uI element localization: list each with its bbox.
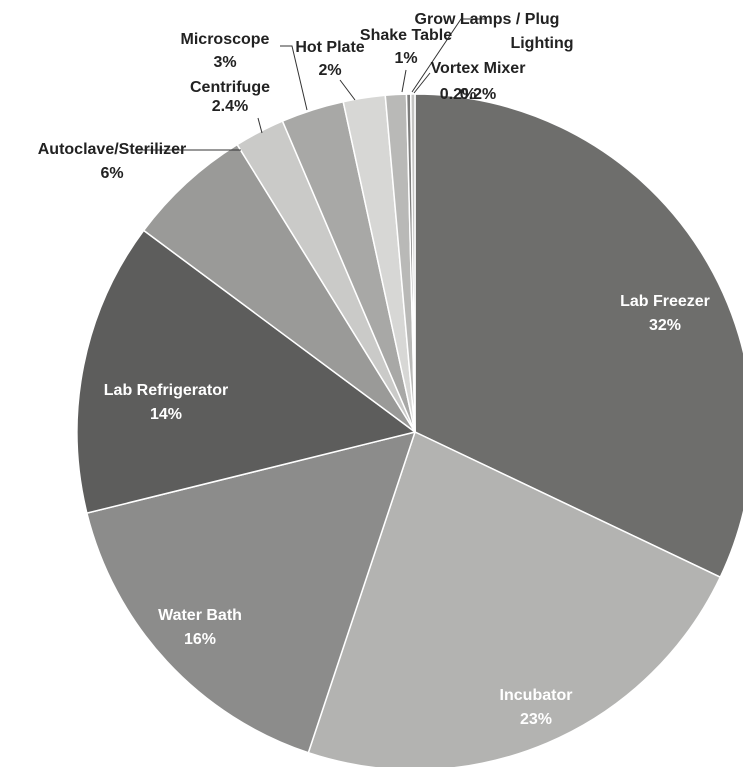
slice-pct-incubator: 23% [520, 711, 552, 728]
pie-slice-lab-freezer [414, 93, 743, 579]
leader-line-centrifuge [257, 117, 263, 134]
slice-labels: Lab Freezer 32% Incubator 23% Water Bath 16% L… [38, 11, 710, 728]
pie-slices [76, 93, 743, 767]
slice-label-vortex-mixer: Vortex Mixer [431, 60, 526, 77]
slice-label-autoclave-sterilizer: Autoclave/Sterilizer [38, 141, 187, 158]
leader-line-microscope [280, 45, 308, 111]
pie-slice-water-bath [85, 430, 417, 754]
slice-label-lab-freezer: Lab Freezer [620, 293, 710, 310]
slice-label-water-bath: Water Bath [158, 607, 242, 624]
slice-pct-lab-refrigerator: 14% [150, 406, 182, 423]
slice-pct-autoclave-sterilizer: 6% [100, 165, 123, 182]
leader-line-grow-lamps-plug-lighting [411, 18, 486, 93]
leader-line-shake-table [401, 69, 407, 93]
slice-pct-microscope: 3% [213, 54, 236, 71]
slice-label-lab-refrigerator: Lab Refrigerator [104, 382, 228, 399]
slice-label-shake-table: Shake Table [360, 27, 452, 44]
slice-label-grow-lamps-plug-lighting: Grow Lamps / Plug [415, 11, 560, 28]
slice-pct-shake-table: 1% [394, 50, 417, 67]
slice-pct-lab-freezer: 32% [649, 317, 681, 334]
pie-slice-autoclave-sterilizer [142, 143, 416, 433]
slice-pct-water-bath: 16% [184, 631, 216, 648]
slice-label-hot-plate: Hot Plate [295, 39, 364, 56]
slice-label-incubator: Incubator [500, 687, 573, 704]
slice-pct-hot-plate: 2% [318, 62, 341, 79]
leader-lines [135, 18, 486, 151]
slice-pct-grow-lamps-plug-lighting: 0.2% [440, 86, 476, 103]
slice-label-microscope: Microscope [181, 31, 270, 48]
pie-slice-vortex-mixer [409, 93, 416, 433]
leader-line-hot-plate [339, 79, 356, 101]
slice-label-grow-lamps-plug-lighting-line2: Lighting [510, 35, 573, 52]
leader-line-vortex-mixer [413, 72, 431, 94]
slice-pct-centrifuge: 2.4% [212, 98, 248, 115]
pie-slice-lab-refrigerator [76, 229, 417, 515]
slice-pct-vortex-mixer: 0.2% [460, 86, 496, 103]
slice-label-centrifuge: Centrifuge [190, 79, 270, 96]
